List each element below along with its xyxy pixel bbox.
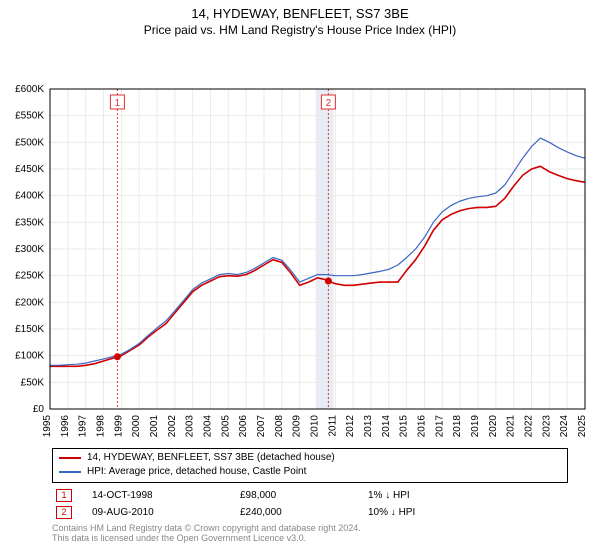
event-date: 14-OCT-1998: [88, 487, 236, 504]
y-tick-label: £600K: [15, 84, 44, 95]
price-chart: £0 £50K £100K £150K £200K £250K £300K £350K £400…: [0, 37, 600, 437]
x-tick-label: 2013: [363, 415, 374, 437]
event-row: 1 14-OCT-1998£98,0001% ↓ HPI: [52, 487, 568, 504]
x-tick-label: 2024: [559, 415, 570, 437]
legend-swatch: [59, 471, 81, 473]
x-tick-label: 2010: [310, 415, 321, 437]
x-tick-label: 2002: [167, 415, 178, 437]
footnote-line: Contains HM Land Registry data © Crown c…: [52, 523, 568, 533]
legend: 14, HYDEWAY, BENFLEET, SS7 3BE (detached…: [52, 448, 568, 483]
y-tick-label: £400K: [15, 191, 44, 202]
event-marker: 2: [56, 506, 72, 519]
x-tick-label: 2020: [488, 415, 499, 437]
chart-subtitle: Price paid vs. HM Land Registry's House …: [0, 23, 600, 37]
x-tick-label: 2003: [185, 415, 196, 437]
x-tick-label: 2007: [256, 415, 267, 437]
x-tick-label: 2004: [203, 415, 214, 437]
event-date: 09-AUG-2010: [88, 504, 236, 521]
y-tick-label: £450K: [15, 164, 44, 175]
x-tick-label: 2000: [131, 415, 142, 437]
footnote: Contains HM Land Registry data © Crown c…: [52, 523, 568, 543]
event-marker-2: 2: [326, 98, 332, 109]
x-tick-label: 2022: [524, 415, 535, 437]
chart-title: 14, HYDEWAY, BENFLEET, SS7 3BE: [0, 6, 600, 21]
legend-swatch: [59, 457, 81, 459]
y-tick-label: £200K: [15, 297, 44, 308]
x-tick-label: 2009: [292, 415, 303, 437]
x-tick-label: 2001: [149, 415, 160, 437]
event-price: £98,000: [236, 487, 364, 504]
y-tick-label: £150K: [15, 324, 44, 335]
event-marker-1: 1: [115, 98, 121, 109]
y-tick-label: £550K: [15, 111, 44, 122]
y-tick-label: £0: [33, 404, 45, 415]
x-tick-label: 2011: [327, 415, 338, 437]
x-tick-label: 2014: [381, 415, 392, 437]
x-tick-label: 1999: [113, 415, 124, 437]
x-tick-label: 2021: [506, 415, 517, 437]
x-tick-label: 2006: [238, 415, 249, 437]
y-tick-label: £250K: [15, 271, 44, 282]
x-tick-label: 2016: [417, 415, 428, 437]
events-table: 1 14-OCT-1998£98,0001% ↓ HPI 2 09-AUG-2010£…: [52, 487, 568, 521]
x-tick-label: 2025: [577, 415, 588, 437]
legend-item: 14, HYDEWAY, BENFLEET, SS7 3BE (detached…: [59, 451, 561, 465]
legend-label: 14, HYDEWAY, BENFLEET, SS7 3BE (detached…: [87, 451, 335, 465]
x-tick-label: 2017: [434, 415, 445, 437]
y-tick-label: £300K: [15, 244, 44, 255]
legend-label: HPI: Average price, detached house, Cast…: [87, 465, 306, 479]
x-tick-label: 1997: [78, 415, 89, 437]
x-tick-label: 1998: [96, 415, 107, 437]
x-tick-label: 2018: [452, 415, 463, 437]
event-price: £240,000: [236, 504, 364, 521]
event-marker: 1: [56, 489, 72, 502]
x-tick-label: 2005: [220, 415, 231, 437]
x-tick-label: 2015: [399, 415, 410, 437]
x-tick-label: 2019: [470, 415, 481, 437]
y-tick-label: £500K: [15, 137, 44, 148]
event-row: 2 09-AUG-2010£240,00010% ↓ HPI: [52, 504, 568, 521]
footnote-line: This data is licensed under the Open Gov…: [52, 533, 568, 543]
y-tick-label: £100K: [15, 351, 44, 362]
x-tick-label: 1996: [60, 415, 71, 437]
event-delta: 1% ↓ HPI: [364, 487, 568, 504]
event-delta: 10% ↓ HPI: [364, 504, 568, 521]
y-tick-label: £350K: [15, 217, 44, 228]
x-tick-label: 2012: [345, 415, 356, 437]
x-tick-label: 2008: [274, 415, 285, 437]
legend-item: HPI: Average price, detached house, Cast…: [59, 465, 561, 479]
x-tick-label: 1995: [42, 415, 53, 437]
y-tick-label: £50K: [21, 377, 45, 388]
x-tick-label: 2023: [541, 415, 552, 437]
